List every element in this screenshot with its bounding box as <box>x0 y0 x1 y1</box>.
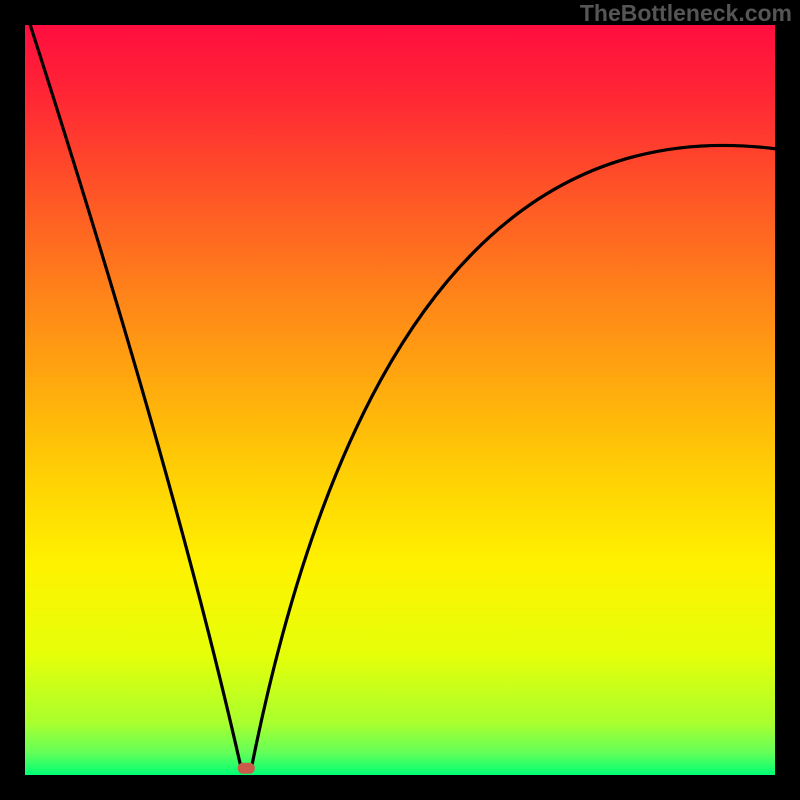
plot-background <box>25 25 775 775</box>
chart-root: TheBottleneck.com <box>0 0 800 800</box>
chart-svg <box>0 0 800 800</box>
watermark-label: TheBottleneck.com <box>580 0 792 27</box>
minimum-marker <box>238 763 255 774</box>
